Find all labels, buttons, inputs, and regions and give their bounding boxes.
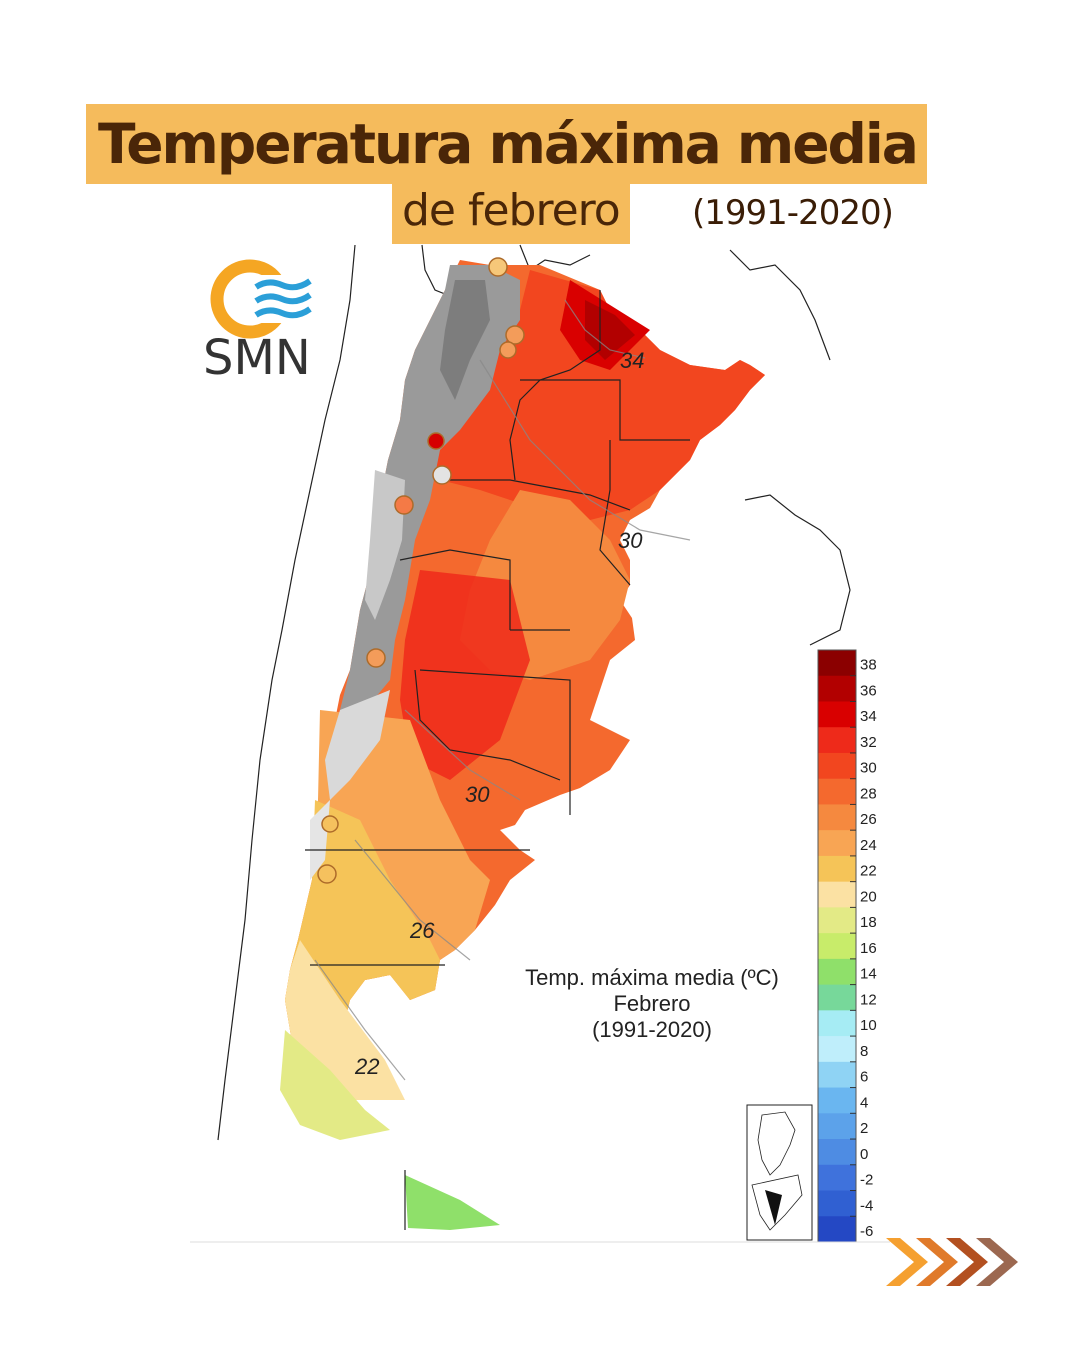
- legend-swatch: [818, 752, 856, 780]
- legend-tick-label: 2: [860, 1120, 868, 1137]
- legend-swatch: [818, 933, 856, 960]
- province-borders: [305, 290, 690, 1230]
- legend-swatch: [818, 1164, 856, 1192]
- legend-swatch: [818, 727, 856, 754]
- contour-label-30-south: 30: [465, 782, 490, 807]
- neighbor-borders: [217, 244, 851, 1141]
- inset-map: [746, 1104, 813, 1241]
- temperature-map: 34 30 30 26 22 Temp. máxima media (ºC) F…: [190, 244, 890, 1243]
- legend-tick-label: 20: [860, 888, 877, 905]
- legend-swatch: [818, 675, 856, 702]
- title-period: (1991-2020): [692, 193, 894, 233]
- legend-tick-label: -6: [860, 1223, 873, 1240]
- title-line-1: Temperatura máxima media: [86, 104, 927, 184]
- next-arrows-icon[interactable]: [886, 1232, 1031, 1292]
- map-caption-title: Temp. máxima media (ºC): [525, 965, 779, 990]
- legend-swatch: [818, 1036, 856, 1063]
- legend-swatch: [818, 1010, 856, 1037]
- legend-swatch: [818, 907, 856, 934]
- legend-swatch: [818, 1190, 856, 1217]
- contour-label-34: 34: [620, 348, 644, 373]
- legend-tick-label: 32: [860, 734, 877, 751]
- legend-swatch: [818, 830, 856, 857]
- legend-swatch: [818, 701, 856, 728]
- legend-tick-label: -4: [860, 1197, 873, 1214]
- legend-tick-label: 14: [860, 966, 877, 983]
- legend-swatch: [818, 958, 856, 986]
- legend-tick-label: 8: [860, 1043, 868, 1060]
- legend-tick-label: 4: [860, 1094, 868, 1111]
- legend-swatch: [818, 804, 856, 831]
- legend-tick-label: 38: [860, 657, 877, 674]
- legend-tick-label: 24: [860, 837, 877, 854]
- legend-swatch: [818, 1061, 856, 1089]
- smn-logo-text: SMN: [203, 330, 311, 386]
- legend-swatch: [818, 1087, 856, 1114]
- contour-lines: [314, 299, 691, 1081]
- smn-sun-waves-icon: [210, 259, 318, 339]
- legend-swatch: [818, 1216, 856, 1243]
- map-caption-period: (1991-2020): [592, 1017, 712, 1042]
- legend-swatch: [818, 881, 856, 908]
- legend-swatch: [818, 855, 856, 883]
- legend-tick-label: 26: [860, 811, 877, 828]
- legend-swatch: [818, 1139, 856, 1166]
- legend-tick-label: 36: [860, 682, 877, 699]
- legend-tick-label: 30: [860, 760, 877, 777]
- color-legend: 38363432302826242220181614121086420-2-4-…: [817, 649, 877, 1243]
- station-markers: [317, 257, 525, 884]
- legend-swatch: [818, 984, 856, 1011]
- legend-tick-label: 16: [860, 940, 877, 957]
- temperature-fill: [280, 260, 765, 1230]
- map-caption-month: Febrero: [613, 991, 690, 1016]
- legend-tick-label: -2: [860, 1172, 873, 1189]
- legend-swatch: [818, 1113, 856, 1140]
- contour-label-30-north: 30: [618, 528, 643, 553]
- legend-tick-label: 0: [860, 1146, 868, 1163]
- title-line-2: de febrero: [392, 182, 630, 244]
- legend-swatch: [818, 650, 856, 677]
- legend-tick-label: 10: [860, 1017, 877, 1034]
- legend-tick-label: 34: [860, 708, 877, 725]
- legend-swatch: [818, 778, 856, 805]
- legend-tick-label: 28: [860, 785, 877, 802]
- legend-tick-label: 12: [860, 991, 877, 1008]
- contour-label-26: 26: [409, 918, 435, 943]
- contour-label-22: 22: [354, 1054, 379, 1079]
- legend-tick-label: 22: [860, 863, 877, 880]
- legend-tick-label: 18: [860, 914, 877, 931]
- legend-tick-label: 6: [860, 1069, 868, 1086]
